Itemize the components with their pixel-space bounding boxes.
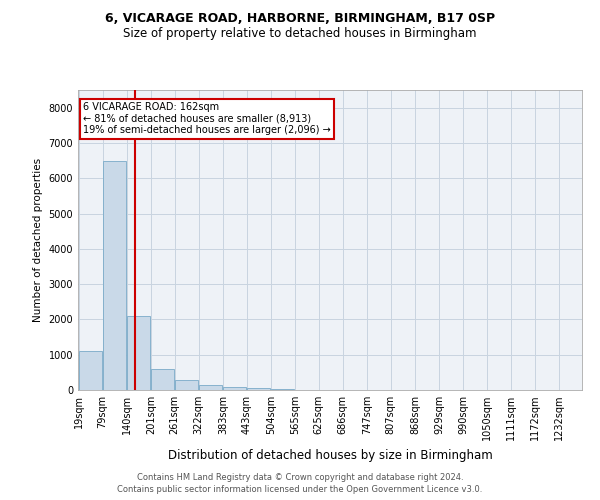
- Text: 6 VICARAGE ROAD: 162sqm
← 81% of detached houses are smaller (8,913)
19% of semi: 6 VICARAGE ROAD: 162sqm ← 81% of detache…: [83, 102, 331, 135]
- Bar: [199, 386, 222, 390]
- Bar: [103, 160, 126, 390]
- Text: Size of property relative to detached houses in Birmingham: Size of property relative to detached ho…: [123, 28, 477, 40]
- X-axis label: Distribution of detached houses by size in Birmingham: Distribution of detached houses by size …: [167, 448, 493, 462]
- Bar: [247, 388, 270, 390]
- Text: Contains public sector information licensed under the Open Government Licence v3: Contains public sector information licen…: [118, 485, 482, 494]
- Bar: [151, 369, 174, 390]
- Bar: [175, 380, 198, 390]
- Text: Contains HM Land Registry data © Crown copyright and database right 2024.: Contains HM Land Registry data © Crown c…: [137, 472, 463, 482]
- Text: 6, VICARAGE ROAD, HARBORNE, BIRMINGHAM, B17 0SP: 6, VICARAGE ROAD, HARBORNE, BIRMINGHAM, …: [105, 12, 495, 26]
- Bar: [223, 387, 246, 390]
- Bar: [79, 351, 102, 390]
- Y-axis label: Number of detached properties: Number of detached properties: [33, 158, 43, 322]
- Bar: [271, 389, 294, 390]
- Bar: [127, 316, 150, 390]
